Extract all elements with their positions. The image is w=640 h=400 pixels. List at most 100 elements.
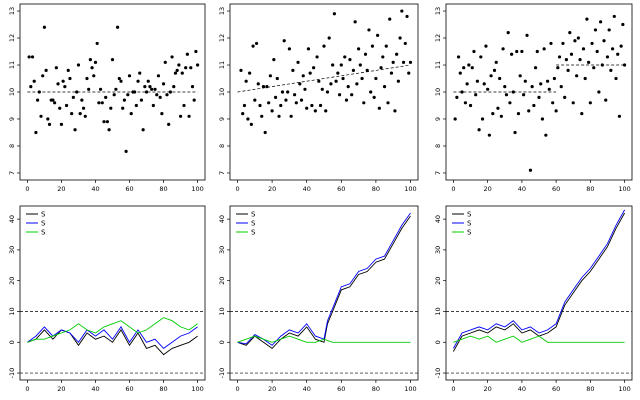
data-point [587,60,591,64]
y-tick-label: 9 [218,117,226,121]
data-point [583,76,587,81]
data-point [487,133,491,137]
data-point [537,95,541,99]
series-line-s-n [237,215,411,349]
data-point [317,79,321,83]
y-tick-label: 8 [218,144,226,148]
data-point [510,52,514,56]
data-point [453,117,457,121]
data-point [313,109,317,113]
y-tick-label: 30 [434,246,442,254]
data-point [590,41,594,46]
x-tick-label: 20 [484,385,492,393]
data-point [499,114,503,118]
data-point [270,109,274,113]
data-point [456,55,461,59]
data-point [249,122,253,126]
data-point [81,106,86,110]
data-point [51,98,55,102]
y-tick-label: 9 [8,117,16,121]
x-tick-label: 60 [125,185,133,193]
data-point [527,109,531,113]
data-point [117,76,121,81]
x-tick-label: 0 [451,385,455,393]
data-point [322,44,326,48]
data-point [251,44,255,48]
data-point [299,98,304,102]
data-point [177,63,181,67]
data-point [107,128,111,132]
data-point [310,103,314,108]
data-point [593,28,598,32]
data-point [470,66,474,70]
legend-label-s-n-minus: S [251,229,256,237]
y-tick-label: 20 [218,277,226,285]
data-point [119,79,123,83]
series-line-s-n-plus [237,212,411,346]
data-point [155,93,159,97]
data-point [116,25,120,29]
data-point [552,76,557,81]
data-point [482,82,486,86]
data-point [600,63,604,67]
data-point [602,39,606,43]
data-point [595,49,599,54]
data-point [189,66,193,70]
data-point [47,122,52,126]
y-tick-label: -10 [434,368,442,379]
data-point [561,41,565,46]
data-point [581,47,586,51]
x-tick-label: 100 [618,385,630,393]
data-point [540,117,545,121]
data-point [605,55,610,59]
data-point [306,47,311,51]
data-point [616,52,620,56]
data-point [253,98,257,102]
x-tick-label: 0 [235,185,239,193]
legend-label-s-n: S [251,211,256,219]
data-point [258,103,262,108]
x-tick-label: 60 [337,385,345,393]
data-point [64,103,69,108]
x-tick-label: 0 [25,185,29,193]
series-line-s-n-minus [27,317,198,343]
data-point [260,114,264,118]
data-point [377,106,381,110]
data-point [90,66,94,70]
data-point [489,74,493,78]
data-point [331,63,335,67]
x-tick-label: 100 [404,185,416,193]
data-point [112,93,116,97]
y-tick-label: 13 [218,7,226,15]
data-point [44,68,48,73]
data-point [37,90,41,94]
data-point [468,103,473,108]
data-point [563,95,567,99]
data-point [576,36,580,40]
data-point [518,74,522,78]
y-tick-label: 7 [218,171,226,175]
data-point [98,87,103,91]
y-tick-label: 12 [218,34,226,42]
data-point [196,63,200,67]
data-point [358,63,362,67]
data-point [351,68,356,73]
data-point [491,111,495,116]
y-tick-label: -10 [218,368,226,379]
data-point [83,114,87,118]
legend-label-s-n: S [41,211,46,219]
series-line-s-n [453,212,625,352]
data-point [619,44,623,48]
data-point [549,41,553,46]
data-point [93,60,98,64]
data-point [463,101,468,105]
data-point [542,47,546,51]
data-point [75,90,79,94]
data-point [296,60,300,64]
data-point [408,60,413,64]
data-point [362,101,366,105]
x-tick-label: 20 [484,185,492,193]
data-point [400,9,404,13]
data-point [294,101,298,105]
